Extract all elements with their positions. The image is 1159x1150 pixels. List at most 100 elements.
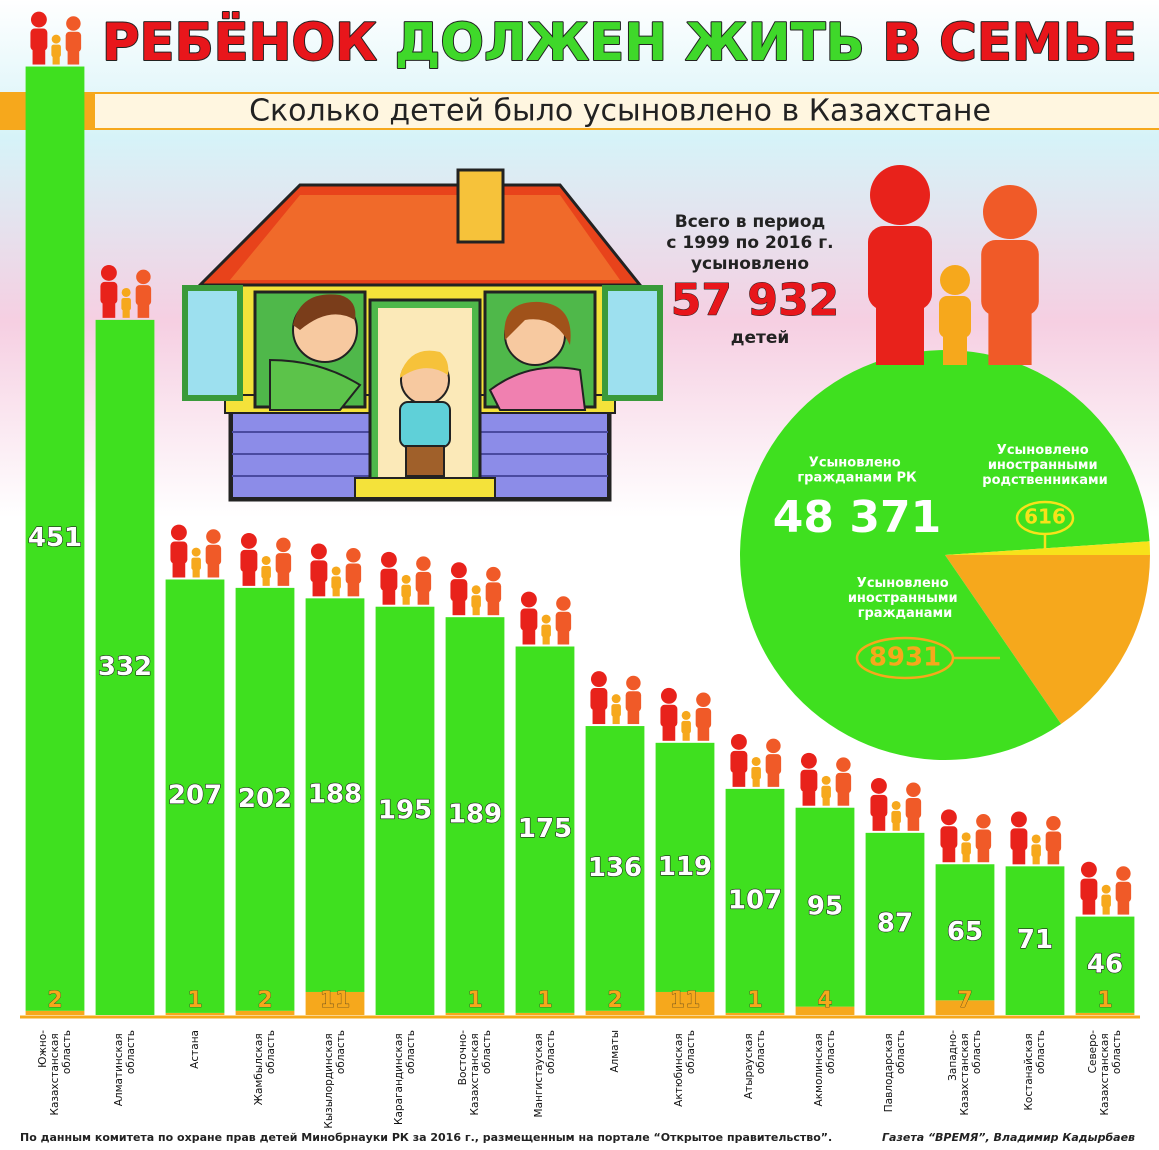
pie-value-label: 48 371 [773,492,941,543]
person-legs [732,769,746,787]
person-head [276,537,291,553]
bar-value-label: 136 [588,853,642,883]
bar-value-label: 332 [98,652,152,682]
person-head [1080,861,1097,878]
bar-value-label: 189 [448,800,502,830]
person-legs [52,54,60,65]
bar-value-label: 451 [28,523,82,553]
bar-value-label: 65 [947,917,983,947]
person-head [100,264,117,281]
person-body [695,708,712,729]
person-legs [122,308,130,318]
category-label: Акмолинская область [813,1030,837,1106]
pie-label: Усыновлено иностранными родственниками [982,443,1107,488]
person-head [346,548,361,563]
person-head [730,733,747,750]
bar-segment [305,598,365,992]
family-icon [940,809,992,863]
person-body [868,226,932,310]
person-legs [1047,848,1060,865]
pie-label: Усыновлено иностранными гражданами [848,576,962,621]
person-head [940,809,957,826]
bar-segment [725,1012,785,1015]
bar-segment [585,1010,645,1015]
person-legs [802,788,816,806]
person-head [940,265,970,295]
person-head [121,287,131,297]
person-head [891,800,901,810]
person-body [1080,878,1098,901]
foreign-value-label: 4 [817,988,832,1013]
person-legs [557,629,570,645]
person-body [51,44,61,58]
person-body [961,842,971,855]
summary-total: 57 932 [671,275,839,326]
person-head [800,752,817,769]
person-body [1031,844,1041,857]
person-body [240,549,258,573]
person-body [471,595,481,608]
category-label: Восточно-Казахстанская область [457,1030,493,1116]
bar-value-label: 107 [728,885,782,915]
person-head [983,185,1037,239]
person-body [275,553,292,574]
foreign-value-label: 2 [257,988,272,1013]
bar-segment [655,991,715,1015]
foreign-value-label: 1 [467,988,482,1013]
family-icon [870,777,922,831]
bar-segment [445,617,505,1013]
person-body [905,798,922,819]
family-icon [520,591,572,645]
person-legs [592,707,606,725]
bar-value-label: 202 [238,784,292,814]
summary-intro: Всего в период с 1999 по 2016 г. усыновлен… [666,212,833,274]
person-body [800,769,818,792]
person-legs [943,333,967,365]
person-legs [697,725,710,741]
person-head [310,543,327,560]
person-body [1010,828,1028,851]
person-head [660,687,677,704]
summary-unit: детей [731,328,790,348]
person-head [906,782,921,798]
category-label: Мангистауская область [533,1030,557,1117]
foreign-value-label: 7 [957,988,972,1013]
person-body [65,31,82,53]
person-body [30,28,48,51]
person-legs [347,580,360,597]
bar-segment [515,646,575,1013]
family-icon [730,733,782,787]
person-legs [542,634,550,645]
footer-source: По данным комитета по охране прав детей … [20,1131,832,1144]
person-legs [472,605,480,616]
bar-segment [655,742,715,992]
person-legs [1012,847,1026,865]
person-head [836,757,851,772]
category-label: Актюбинская область [673,1030,697,1107]
person-body [450,579,468,602]
person-body [415,571,432,593]
person-body [751,766,761,780]
category-label: Алматы [609,1030,621,1073]
intro-line: с 1999 по 2016 г. [666,233,833,253]
person-head [961,832,971,842]
person-body [100,281,118,305]
category-label: Алматинская область [113,1030,137,1106]
bar-segment [865,832,925,1015]
person-head [751,756,761,766]
foreign-value-label: 11 [670,988,701,1013]
person-head [170,524,187,541]
bar-value-label: 188 [308,780,362,810]
person-head [450,562,467,579]
bar-segment [795,807,855,1007]
foreign-value-label: 2 [47,988,62,1013]
person-head [541,614,551,624]
bar-value-label: 175 [518,814,572,844]
person-body [261,565,271,579]
person-body [1101,894,1111,908]
bar-segment [1075,916,1135,1013]
family-icon [380,551,432,605]
person-body [765,754,782,775]
bar-segment [1075,1012,1135,1015]
subtitle: Сколько детей было усыновлено в Казахста… [249,94,991,129]
